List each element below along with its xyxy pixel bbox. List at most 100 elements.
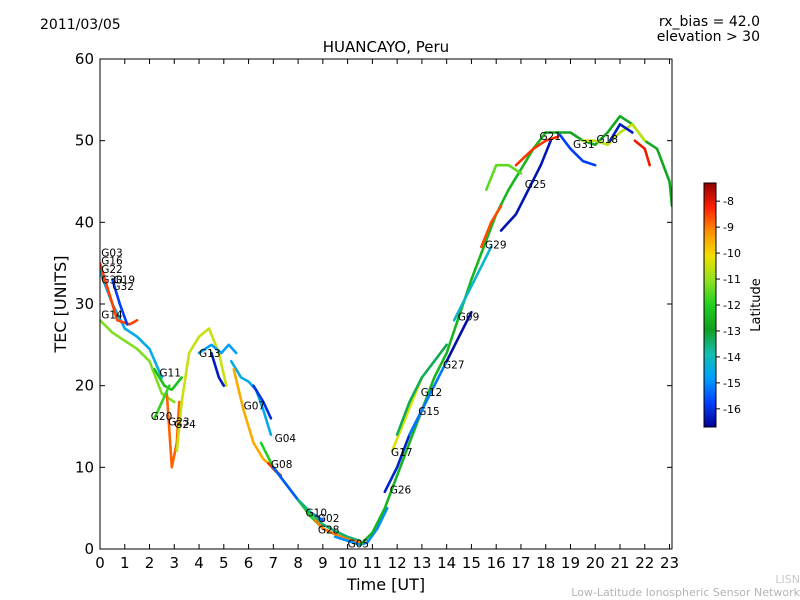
satellite-label-g08: G08	[271, 459, 293, 471]
x-tick-label: 11	[363, 554, 382, 572]
colorbar-tick-label: -16	[723, 403, 741, 416]
satellite-label-g07: G07	[244, 400, 266, 412]
colorbar-label: Latitude	[749, 278, 764, 332]
series-huancayo-trend-a	[100, 318, 176, 404]
series-g13	[197, 343, 238, 355]
colorbar-tick-label: -11	[723, 273, 741, 286]
x-tick-label: 2	[145, 554, 155, 572]
x-tick-label: 16	[487, 554, 506, 572]
colorbar-tick-label: -8	[723, 195, 734, 208]
date-label: 2011/03/05	[40, 17, 121, 33]
x-tick-label: 1	[120, 554, 130, 572]
colorbar	[703, 182, 717, 428]
x-tick-label: 14	[437, 554, 456, 572]
series-g21	[514, 135, 560, 167]
x-tick-label: 3	[170, 554, 180, 572]
y-tick-label: 60	[75, 50, 94, 68]
series-g28	[314, 519, 362, 544]
x-tick-label: 13	[412, 554, 431, 572]
colorbar-tick-label: -9	[723, 221, 734, 234]
satellite-label-g05: G05	[348, 538, 370, 550]
y-tick-label: 20	[75, 377, 94, 395]
elevation-label: elevation > 30	[656, 29, 760, 45]
series-g20	[153, 384, 171, 420]
satellite-label-g17: G17	[391, 447, 413, 459]
series-g18	[581, 123, 647, 147]
satellite-label-g03: G03	[101, 248, 123, 260]
x-tick-label: 15	[462, 554, 481, 572]
series-g12	[395, 343, 449, 437]
satellite-label-g22: G22	[101, 264, 123, 276]
y-tick-label: 30	[75, 295, 94, 313]
x-tick-label: 20	[586, 554, 605, 572]
satellite-label-g20: G20	[151, 411, 173, 423]
x-tick-label: 4	[194, 554, 204, 572]
colorbar-tick-label: -12	[723, 299, 741, 312]
satellite-label-g31: G31	[573, 139, 595, 151]
rx-bias-label: rx_bias = 42.0	[658, 14, 760, 30]
series-arc-high	[484, 163, 523, 191]
satellite-label-g21: G21	[540, 131, 562, 143]
footer-org: Low-Latitude Ionospheric Sensor Network	[571, 586, 800, 599]
satellite-label-g32: G32	[112, 281, 133, 293]
x-tick-label: 19	[561, 554, 580, 572]
series-rise-a	[358, 131, 548, 547]
satellite-label-g18: G18	[597, 134, 619, 146]
satellite-label-g09: G09	[458, 311, 480, 323]
satellite-label-g25: G25	[525, 179, 547, 191]
colorbar-tick-label: -13	[723, 325, 741, 338]
series-top-red	[633, 139, 652, 167]
series-g06	[111, 278, 129, 326]
x-tick-label: 10	[338, 554, 357, 572]
satellite-label-g19: G19	[114, 275, 136, 287]
colorbar-tick-label: -10	[723, 247, 741, 260]
satellite-label-g10: G10	[306, 507, 328, 519]
series-g03	[100, 261, 139, 326]
chart-title: HUANCAYO, Peru	[323, 38, 449, 56]
x-axis-label: Time [UT]	[346, 575, 425, 594]
satellite-label-g14: G14	[101, 310, 123, 322]
series-top-band	[544, 114, 672, 208]
x-tick-label: 22	[635, 554, 654, 572]
satellite-label-g11: G11	[159, 368, 181, 380]
satellite-label-g23: G23	[168, 417, 190, 429]
series-g23	[165, 392, 181, 469]
footer-lisn: LISN	[775, 573, 800, 586]
satellite-label-g13: G13	[199, 348, 221, 360]
series-g02	[296, 498, 362, 543]
series-g29	[479, 204, 503, 249]
series-g18b	[608, 123, 634, 142]
satellite-label-g26: G26	[390, 484, 412, 496]
y-tick-label: 50	[75, 132, 94, 150]
satellite-label-g27: G27	[443, 359, 465, 371]
satellite-label-g02: G02	[318, 513, 340, 525]
satellite-label-g12: G12	[421, 387, 443, 399]
satellite-label-g24: G24	[174, 419, 196, 431]
series-g31	[556, 131, 597, 167]
colorbar-tick-label: -14	[723, 351, 741, 364]
x-tick-label: 9	[318, 554, 328, 572]
x-tick-label: 18	[536, 554, 555, 572]
x-tick-label: 0	[95, 554, 105, 572]
series-g09	[452, 245, 493, 322]
series-g25	[499, 139, 553, 232]
x-tick-label: 17	[511, 554, 530, 572]
y-tick-label: 10	[75, 458, 94, 476]
y-tick-label: 0	[84, 540, 94, 558]
series-g15	[408, 359, 449, 437]
satellite-label-g30: G30	[101, 275, 123, 287]
series-g13b	[210, 351, 226, 388]
satellite-label-g29: G29	[485, 239, 507, 251]
satellite-label-g15: G15	[418, 406, 440, 418]
x-tick-label: 21	[610, 554, 629, 572]
plot-area	[100, 59, 672, 549]
satellite-label-g28: G28	[318, 524, 340, 536]
x-tick-label: 23	[660, 554, 679, 572]
x-tick-label: 5	[219, 554, 229, 572]
x-tick-label: 7	[269, 554, 279, 572]
x-tick-label: 12	[388, 554, 407, 572]
series-g24	[175, 327, 228, 453]
y-axis-label: TEC [UNITS]	[51, 256, 70, 354]
